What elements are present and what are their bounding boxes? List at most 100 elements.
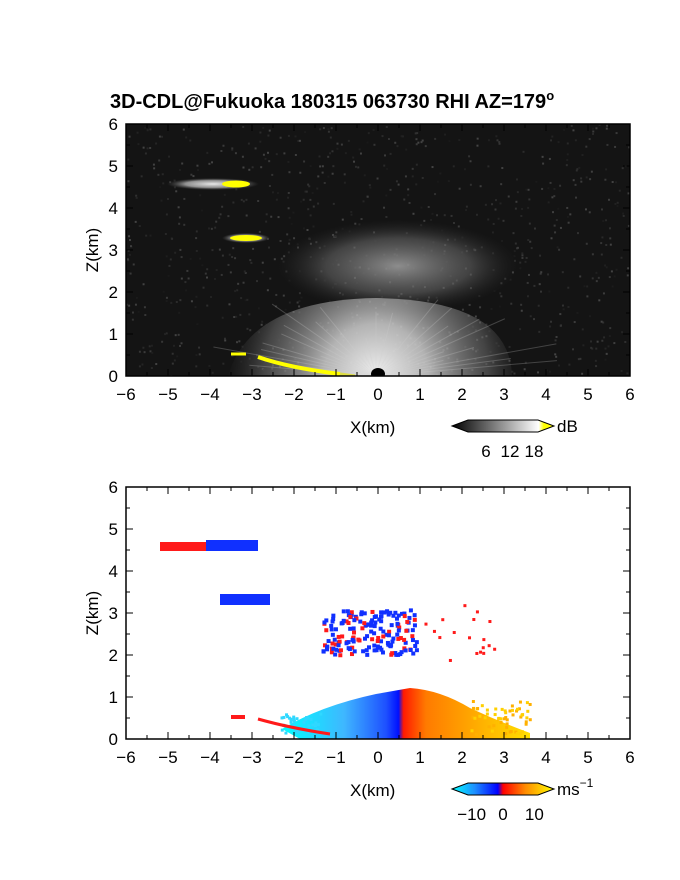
snr-noise-pixel	[262, 126, 265, 129]
snr-noise-pixel	[233, 316, 236, 319]
snr-noise-pixel	[439, 172, 442, 175]
snr-noise-pixel	[566, 206, 569, 209]
snr-noise-pixel	[538, 330, 541, 333]
snr-noise-pixel	[223, 193, 226, 196]
snr-x-tick-label: −3	[242, 385, 261, 404]
snr-noise-pixel	[151, 351, 154, 354]
snr-noise-pixel	[491, 231, 494, 234]
snr-noise-pixel	[211, 371, 214, 374]
snr-noise-pixel	[195, 354, 198, 357]
snr-noise-pixel	[511, 370, 514, 373]
snr-noise-pixel	[479, 185, 482, 188]
snr-noise-pixel	[164, 232, 167, 235]
snr-noise-pixel	[322, 127, 325, 130]
snr-x-axis-label: X(km)	[350, 418, 395, 437]
velocity-speckle	[282, 715, 286, 719]
snr-noise-pixel	[541, 187, 544, 190]
snr-noise-pixel	[235, 315, 238, 318]
velocity-point	[412, 623, 417, 628]
velocity-y-tick-label: 0	[109, 730, 118, 749]
snr-noise-pixel	[227, 215, 230, 218]
snr-y-tick-label: 5	[109, 157, 118, 176]
snr-noise-pixel	[268, 246, 271, 249]
velocity-point	[326, 639, 331, 644]
velocity-speckle	[313, 724, 317, 728]
snr-noise-pixel	[136, 131, 139, 134]
velocity-point	[410, 634, 415, 639]
velocity-speckle	[287, 716, 291, 720]
velocity-point	[336, 643, 341, 648]
snr-noise-pixel	[485, 323, 488, 326]
snr-noise-pixel	[609, 237, 612, 240]
snr-noise-pixel	[174, 334, 177, 337]
snr-noise-pixel	[261, 271, 264, 274]
snr-noise-pixel	[220, 150, 223, 153]
velocity-speckle	[307, 730, 311, 734]
velocity-point	[402, 646, 407, 651]
snr-noise-pixel	[501, 239, 504, 242]
snr-noise-pixel	[183, 223, 186, 226]
snr-noise-pixel	[528, 222, 531, 225]
snr-noise-pixel	[561, 271, 564, 274]
snr-noise-pixel	[208, 162, 211, 165]
snr-noise-pixel	[557, 141, 560, 144]
snr-noise-pixel	[171, 362, 174, 365]
snr-noise-pixel	[144, 126, 147, 129]
snr-noise-pixel	[185, 136, 188, 139]
snr-noise-pixel	[400, 135, 403, 138]
velocity-point	[448, 658, 452, 662]
velocity-speckle	[524, 722, 528, 726]
velocity-speckle	[487, 725, 491, 729]
snr-noise-pixel	[559, 184, 562, 187]
velocity-point	[349, 612, 354, 617]
snr-noise-pixel	[556, 246, 559, 249]
snr-noise-pixel	[620, 256, 623, 259]
snr-noise-pixel	[161, 340, 164, 343]
snr-noise-pixel	[287, 207, 290, 210]
velocity-point	[398, 652, 403, 657]
snr-noise-pixel	[597, 276, 600, 279]
velocity-speckle	[525, 716, 529, 720]
velocity-point	[345, 609, 350, 614]
snr-noise-pixel	[242, 200, 245, 203]
snr-noise-pixel	[581, 154, 584, 157]
snr-noise-pixel	[170, 301, 173, 304]
snr-noise-pixel	[180, 277, 183, 280]
velocity-point	[413, 643, 418, 648]
snr-noise-pixel	[165, 213, 168, 216]
snr-noise-pixel	[260, 166, 263, 169]
snr-noise-pixel	[171, 352, 174, 355]
velocity-point	[346, 620, 351, 625]
snr-noise-pixel	[195, 365, 198, 368]
velocity-speckle	[528, 702, 532, 706]
velocity-point	[384, 632, 389, 637]
velocity-point	[390, 639, 395, 644]
snr-noise-pixel	[143, 306, 146, 309]
snr-noise-pixel	[290, 222, 293, 225]
velocity-point	[398, 636, 403, 641]
snr-noise-pixel	[245, 214, 248, 217]
velocity-point	[414, 640, 419, 645]
snr-noise-pixel	[484, 203, 487, 206]
snr-x-tick-label: 1	[415, 385, 424, 404]
snr-noise-pixel	[566, 158, 569, 161]
snr-noise-pixel	[572, 129, 575, 132]
velocity-speckle	[497, 716, 501, 720]
velocity-point	[403, 640, 408, 645]
snr-noise-pixel	[550, 139, 553, 142]
snr-noise-pixel	[288, 238, 291, 241]
snr-y-tick-label: 1	[109, 325, 118, 344]
snr-noise-pixel	[211, 249, 214, 252]
velocity-speckle	[476, 707, 480, 711]
velocity-colorbar-unit: ms−1	[557, 776, 594, 799]
snr-colorbar-ticks: 6 12 18	[481, 442, 543, 461]
snr-noise-pixel	[319, 128, 322, 131]
snr-noise-pixel	[279, 136, 282, 139]
snr-noise-pixel	[199, 257, 202, 260]
snr-noise-pixel	[416, 132, 419, 135]
snr-noise-pixel	[332, 165, 335, 168]
snr-noise-pixel	[195, 237, 198, 240]
snr-noise-pixel	[627, 267, 630, 270]
snr-noise-pixel	[613, 275, 616, 278]
snr-noise-pixel	[268, 185, 271, 188]
